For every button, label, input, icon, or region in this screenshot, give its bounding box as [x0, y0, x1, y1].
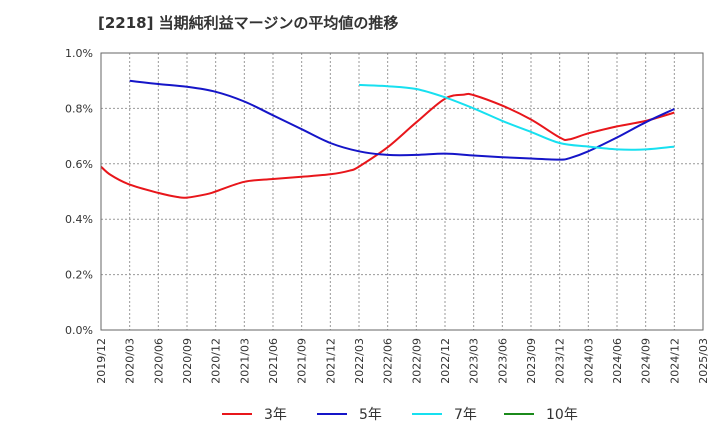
legend-label-1: 5年 — [359, 407, 382, 423]
x-tick-label: 2021/06 — [267, 338, 280, 384]
x-tick-label: 2023/12 — [554, 338, 567, 384]
x-tick-label: 2020/09 — [181, 338, 194, 384]
y-tick-label: 0.0% — [65, 324, 93, 337]
y-tick-label: 0.4% — [65, 213, 93, 226]
x-tick-label: 2025/03 — [697, 338, 710, 384]
x-tick-label: 2020/12 — [210, 338, 223, 384]
x-tick-label: 2024/06 — [611, 338, 624, 384]
y-tick-label: 0.6% — [65, 158, 93, 171]
x-tick-label: 2019/12 — [95, 338, 108, 384]
series-line-2 — [358, 83, 675, 151]
x-tick-label: 2024/12 — [668, 338, 681, 384]
x-tick-label: 2022/03 — [353, 338, 366, 384]
plot-area — [101, 53, 703, 330]
x-tick-label: 2024/03 — [582, 338, 595, 384]
x-tick-label: 2023/09 — [525, 338, 538, 384]
x-tick-label: 2020/06 — [152, 338, 165, 384]
chart-title: [2218] 当期純利益マージンの平均値の推移 — [98, 14, 399, 32]
series-line-1 — [129, 79, 675, 161]
x-tick-label: 2022/09 — [410, 338, 423, 384]
x-tick-label: 2023/03 — [468, 338, 481, 384]
legend-label-2: 7年 — [454, 407, 477, 423]
y-tick-label: 0.2% — [65, 269, 93, 282]
y-tick-label: 0.8% — [65, 102, 93, 115]
x-tick-label: 2021/12 — [324, 338, 337, 384]
x-tick-label: 2022/06 — [382, 338, 395, 384]
x-tick-label: 2023/06 — [496, 338, 509, 384]
legend-label-0: 3年 — [264, 407, 287, 423]
x-tick-label: 2021/03 — [238, 338, 251, 384]
y-tick-label: 1.0% — [65, 47, 93, 60]
x-tick-label: 2024/09 — [640, 338, 653, 384]
x-tick-label: 2021/09 — [296, 338, 309, 384]
legend-label-3: 10年 — [546, 407, 578, 423]
series-line-0 — [100, 92, 675, 199]
plot-border — [100, 52, 704, 331]
x-tick-label: 2020/03 — [124, 338, 137, 384]
x-tick-label: 2022/12 — [439, 338, 452, 384]
